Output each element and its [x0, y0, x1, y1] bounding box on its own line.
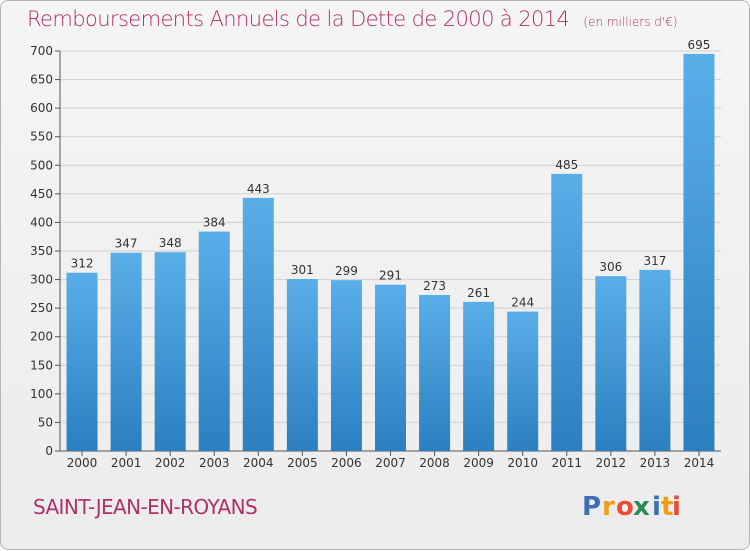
- y-tick-label: 250: [30, 301, 53, 315]
- data-label: 443: [247, 182, 270, 196]
- data-label: 384: [203, 216, 226, 230]
- logo-letter: t: [661, 492, 673, 522]
- logo-letter: x: [633, 492, 650, 522]
- y-tick-label: 200: [30, 330, 53, 344]
- bar: [66, 272, 98, 451]
- y-tick-label: 550: [30, 130, 53, 144]
- bar: [419, 295, 451, 451]
- x-tick-label: 2010: [507, 456, 538, 470]
- bar: [683, 53, 715, 451]
- bar: [551, 173, 583, 451]
- bar: [242, 197, 274, 451]
- data-label: 261: [467, 286, 490, 300]
- y-tick-label: 600: [30, 101, 53, 115]
- x-tick-label: 2011: [551, 456, 582, 470]
- y-tick-label: 400: [30, 215, 53, 229]
- y-tick-label: 150: [30, 358, 53, 372]
- data-label: 347: [115, 237, 138, 251]
- y-tick-label: 0: [45, 444, 53, 458]
- data-label: 317: [643, 254, 666, 268]
- data-label: 348: [159, 236, 182, 250]
- x-tick-label: 2003: [199, 456, 230, 470]
- bar: [286, 279, 318, 451]
- x-tick-label: 2013: [640, 456, 671, 470]
- data-label: 306: [599, 260, 622, 274]
- y-tick-label: 450: [30, 187, 53, 201]
- bars: [66, 53, 715, 451]
- data-label: 695: [688, 38, 711, 52]
- data-labels: 312 347 348 384 443 301 299 291 273 261 244 485 306 3…: [71, 38, 711, 310]
- x-tick-label: 2005: [287, 456, 318, 470]
- y-tick-label: 300: [30, 273, 53, 287]
- x-tick-label: 2008: [419, 456, 450, 470]
- x-tick-label: 2014: [684, 456, 715, 470]
- bar: [198, 231, 230, 451]
- bar: [375, 284, 406, 451]
- title-text: Remboursements Annuels de la Dette de 20…: [27, 7, 570, 31]
- y-tick-label: 700: [30, 44, 53, 58]
- x-tick-label: 2012: [596, 456, 627, 470]
- y-tick-label: 350: [30, 244, 53, 258]
- logo-letter: o: [616, 492, 634, 522]
- bar: [463, 301, 495, 451]
- x-tick-label: 2006: [331, 456, 362, 470]
- y-tick-label: 650: [30, 73, 53, 87]
- bar: [154, 252, 186, 451]
- x-tick-label: 2009: [463, 456, 494, 470]
- data-label: 301: [291, 263, 314, 277]
- x-tick-label: 2001: [111, 456, 142, 470]
- bar: [507, 311, 539, 451]
- bar: [595, 276, 627, 451]
- data-label: 312: [71, 257, 94, 271]
- logo-letter: i: [652, 492, 661, 522]
- data-label: 273: [423, 279, 446, 293]
- data-label: 291: [379, 269, 402, 283]
- data-label: 299: [335, 264, 358, 278]
- unit-note: (en milliers d'€): [583, 15, 678, 29]
- logo-letter: P: [582, 492, 601, 522]
- bar: [639, 269, 671, 451]
- logo-letter: r: [602, 492, 615, 522]
- commune-name: SAINT-JEAN-EN-ROYANS: [33, 495, 258, 519]
- x-tick-label: 2002: [155, 456, 186, 470]
- x-tick-label: 2004: [243, 456, 274, 470]
- x-tick-label: 2000: [67, 456, 98, 470]
- chart-title: Remboursements Annuels de la Dette de 20…: [27, 7, 678, 31]
- data-label: 485: [555, 158, 578, 172]
- data-label: 244: [511, 296, 534, 310]
- bar: [110, 252, 142, 451]
- bar: [330, 280, 362, 451]
- x-tick-label: 2007: [375, 456, 406, 470]
- y-tick-label: 100: [30, 387, 53, 401]
- logo-letter: i: [672, 492, 681, 522]
- y-tick-label: 500: [30, 158, 53, 172]
- y-tick-label: 50: [38, 415, 53, 429]
